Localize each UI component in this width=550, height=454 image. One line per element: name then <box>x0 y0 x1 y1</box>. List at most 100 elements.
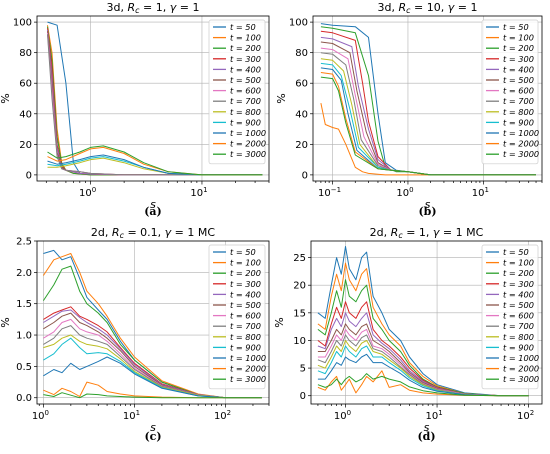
x-tick-label: 100 <box>396 186 413 199</box>
y-axis-label: % <box>0 317 12 327</box>
legend-entry: t = 1000 <box>230 353 266 363</box>
series-line-2 <box>317 262 529 397</box>
legend-entry: t = 600 <box>230 86 261 96</box>
y-tick-label: 15 <box>293 308 306 319</box>
y-tick-label: 0 <box>26 170 32 181</box>
legend-entry: t = 3000 <box>230 149 266 159</box>
y-tick-label: 60 <box>295 79 308 90</box>
series-line-11 <box>47 154 263 176</box>
y-tick-label: 5 <box>300 364 306 375</box>
y-tick-label: 1.0 <box>16 331 32 342</box>
legend-entry: t = 500 <box>230 75 261 85</box>
legend-entry: t = 700 <box>230 96 261 106</box>
chart-panel-a: 0 20 40 60 80 100 100 101 3d, Rc = 1, γ = 1 s% (a)… <box>0 1 270 218</box>
chart-title: 3d, Rc = 10, γ = 1 <box>378 1 478 15</box>
y-tick-label: 20 <box>19 140 32 151</box>
x-tick-label: 101 <box>190 186 207 199</box>
series-line-11 <box>317 353 529 397</box>
y-tick-label: 0 <box>300 391 306 402</box>
x-tick-label: 102 <box>517 409 534 422</box>
series-line-10 <box>317 345 529 397</box>
panel-label: (d) <box>417 430 435 443</box>
series-line-6 <box>317 323 529 397</box>
legend-entry: t = 3000 <box>503 149 539 159</box>
y-axis-label: % <box>273 317 286 327</box>
series-line-9 <box>317 340 529 397</box>
series-group <box>317 246 529 397</box>
legend-entry: t = 3000 <box>503 374 539 384</box>
legend-entry: t = 700 <box>503 96 534 106</box>
x-tick-label: 101 <box>425 409 442 422</box>
y-axis-label: % <box>0 93 12 103</box>
legend-box <box>481 244 539 390</box>
legend-entry: t = 200 <box>230 268 261 278</box>
y-tick-label: 2.0 <box>16 268 32 279</box>
y-tick-label: 40 <box>295 109 308 120</box>
legend-entry: t = 400 <box>503 289 534 299</box>
legend-entry: t = 300 <box>503 279 534 289</box>
panel-label: (b) <box>418 205 436 218</box>
legend-entry: t = 1000 <box>503 353 539 363</box>
y-tick-label: 10 <box>293 336 306 347</box>
chart-title: 3d, Rc = 1, γ = 1 <box>107 1 200 15</box>
y-tick-label: 40 <box>19 109 32 120</box>
legend-entry: t = 200 <box>230 43 261 53</box>
plot-frame <box>310 240 543 405</box>
legend-entry: t = 800 <box>230 107 261 117</box>
x-tick-label: 101 <box>123 409 140 422</box>
legend-box <box>208 19 266 165</box>
series-line-12 <box>317 370 529 397</box>
series-line-8 <box>47 34 263 176</box>
legend-entry: t = 700 <box>503 321 534 331</box>
chart-title: 2d, Rc = 0.1, γ = 1 MC <box>91 226 215 240</box>
legend-entry: t = 400 <box>230 64 261 74</box>
legend-entry: t = 2000 <box>230 364 266 374</box>
series-line-8 <box>317 334 529 397</box>
series-line-2 <box>320 102 536 176</box>
legend-entry: t = 1000 <box>503 128 539 138</box>
legend-entry: t = 300 <box>230 54 261 64</box>
x-tick-label: 100 <box>334 409 351 422</box>
y-tick-label: 1.5 <box>16 299 32 310</box>
series-line-5 <box>43 309 262 399</box>
legend-entry: t = 500 <box>503 75 534 85</box>
plot-frame <box>36 15 270 182</box>
legend-entry: t = 900 <box>503 117 534 127</box>
x-tick-label: 101 <box>472 186 489 199</box>
x-tick-label: 10−1 <box>318 186 341 199</box>
series-line-13 <box>47 145 263 176</box>
legend-entry: t = 500 <box>503 300 534 310</box>
series-group <box>47 21 263 176</box>
panel-label: (c) <box>144 430 161 443</box>
series-line-4 <box>317 301 529 397</box>
legend-entry: t = 1000 <box>230 128 266 138</box>
legend-box <box>481 19 539 165</box>
plot-frame <box>312 15 543 182</box>
legend-entry: t = 400 <box>503 64 534 74</box>
x-tick-label: 102 <box>214 409 231 422</box>
series-line-5 <box>317 312 529 397</box>
plot-frame <box>36 240 270 405</box>
legend-entry: t = 100 <box>503 258 534 268</box>
y-tick-label: 20 <box>293 281 306 292</box>
y-tick-label: 2.5 <box>16 237 32 248</box>
y-tick-label: 25 <box>293 253 306 264</box>
x-tick-label: 100 <box>32 409 49 422</box>
series-line-13 <box>320 76 536 176</box>
series-line-2 <box>42 253 262 399</box>
chart-panel-c: 0.0 0.5 1.0 1.5 2.0 2.5 100 101 102 2d, Rc = 0.1,… <box>0 226 270 443</box>
legend-entry: t = 50 <box>503 247 529 257</box>
x-axis-label: s <box>424 421 430 434</box>
y-tick-label: 100 <box>289 18 308 29</box>
chart-title: 2d, Rc = 1, γ = 1 MC <box>370 226 484 240</box>
legend-entry: t = 600 <box>503 86 534 96</box>
legend-entry: t = 50 <box>230 247 256 257</box>
y-tick-label: 0.0 <box>16 393 32 404</box>
legend-entry: t = 200 <box>503 268 534 278</box>
